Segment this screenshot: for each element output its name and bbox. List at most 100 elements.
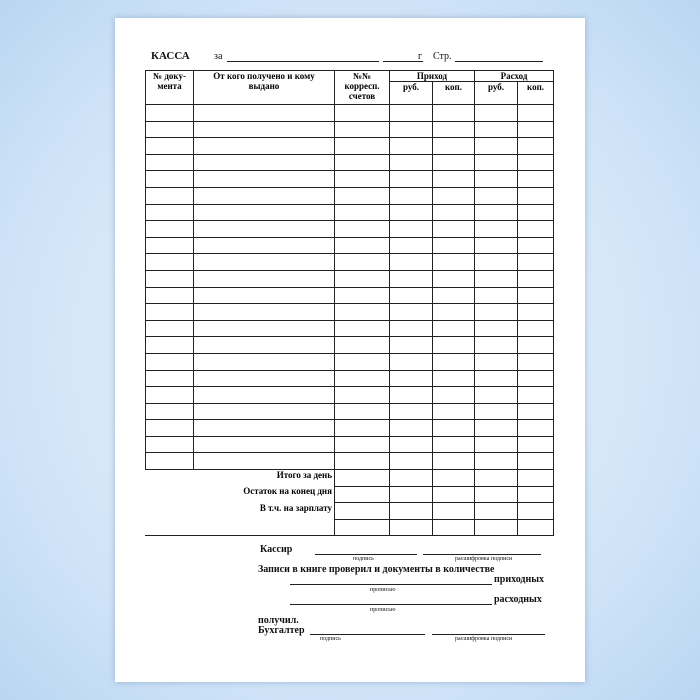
table-cell[interactable]	[516, 352, 555, 371]
footer-cell[interactable]	[334, 485, 390, 504]
table-cell[interactable]	[334, 303, 390, 321]
table-cell[interactable]	[334, 220, 390, 238]
footer-cell[interactable]	[516, 485, 555, 504]
table-cell[interactable]	[145, 186, 194, 205]
accountant-decoding-field[interactable]	[432, 634, 545, 635]
table-cell[interactable]	[193, 186, 335, 205]
table-cell[interactable]	[516, 220, 555, 238]
table-cell[interactable]	[432, 104, 475, 122]
table-cell[interactable]	[145, 352, 194, 371]
table-cell[interactable]	[432, 319, 475, 338]
table-cell[interactable]	[432, 386, 475, 404]
table-cell[interactable]	[334, 170, 390, 188]
table-cell[interactable]	[474, 369, 518, 388]
table-cell[interactable]	[516, 104, 555, 122]
table-cell[interactable]	[389, 120, 433, 139]
table-cell[interactable]	[432, 419, 475, 437]
table-cell[interactable]	[516, 170, 555, 188]
table-cell[interactable]	[193, 104, 335, 122]
table-cell[interactable]	[389, 186, 433, 205]
table-cell[interactable]	[334, 336, 390, 354]
table-cell[interactable]	[389, 386, 433, 404]
table-cell[interactable]	[334, 419, 390, 437]
table-cell[interactable]	[516, 336, 555, 354]
table-cell[interactable]	[516, 419, 555, 437]
table-cell[interactable]	[145, 402, 194, 421]
table-cell[interactable]	[389, 253, 433, 271]
table-cell[interactable]	[474, 336, 518, 354]
table-cell[interactable]	[193, 336, 335, 354]
table-cell[interactable]	[145, 319, 194, 338]
table-cell[interactable]	[432, 137, 475, 155]
table-cell[interactable]	[145, 120, 194, 139]
footer-cell[interactable]	[474, 469, 518, 487]
table-cell[interactable]	[432, 186, 475, 205]
table-cell[interactable]	[334, 352, 390, 371]
table-cell[interactable]	[432, 220, 475, 238]
table-cell[interactable]	[193, 153, 335, 172]
table-cell[interactable]	[145, 369, 194, 388]
table-cell[interactable]	[193, 452, 335, 471]
table-cell[interactable]	[145, 203, 194, 222]
table-cell[interactable]	[389, 303, 433, 321]
table-cell[interactable]	[334, 203, 390, 222]
footer-cell[interactable]	[389, 485, 433, 504]
table-cell[interactable]	[389, 319, 433, 338]
table-cell[interactable]	[389, 236, 433, 255]
table-cell[interactable]	[432, 452, 475, 471]
footer-cell[interactable]	[474, 518, 518, 537]
table-cell[interactable]	[432, 153, 475, 172]
table-cell[interactable]	[193, 319, 335, 338]
table-cell[interactable]	[193, 369, 335, 388]
table-cell[interactable]	[516, 203, 555, 222]
table-cell[interactable]	[432, 303, 475, 321]
table-cell[interactable]	[474, 435, 518, 454]
table-cell[interactable]	[389, 336, 433, 354]
table-cell[interactable]	[193, 286, 335, 305]
table-cell[interactable]	[474, 203, 518, 222]
table-cell[interactable]	[145, 236, 194, 255]
table-cell[interactable]	[432, 236, 475, 255]
table-cell[interactable]	[474, 153, 518, 172]
table-cell[interactable]	[193, 402, 335, 421]
footer-cell[interactable]	[334, 518, 390, 537]
table-cell[interactable]	[193, 386, 335, 404]
table-cell[interactable]	[474, 386, 518, 404]
table-cell[interactable]	[334, 402, 390, 421]
table-cell[interactable]	[389, 286, 433, 305]
table-cell[interactable]	[193, 435, 335, 454]
table-cell[interactable]	[334, 452, 390, 471]
table-cell[interactable]	[474, 220, 518, 238]
table-cell[interactable]	[389, 170, 433, 188]
table-cell[interactable]	[334, 120, 390, 139]
footer-cell[interactable]	[389, 518, 433, 537]
table-cell[interactable]	[516, 236, 555, 255]
table-cell[interactable]	[334, 369, 390, 388]
footer-cell[interactable]	[432, 502, 475, 520]
table-cell[interactable]	[516, 286, 555, 305]
table-cell[interactable]	[334, 286, 390, 305]
table-cell[interactable]	[474, 286, 518, 305]
table-cell[interactable]	[474, 120, 518, 139]
table-cell[interactable]	[334, 269, 390, 288]
table-cell[interactable]	[432, 170, 475, 188]
table-cell[interactable]	[432, 120, 475, 139]
table-cell[interactable]	[193, 303, 335, 321]
table-cell[interactable]	[432, 402, 475, 421]
table-cell[interactable]	[389, 220, 433, 238]
table-cell[interactable]	[145, 104, 194, 122]
table-cell[interactable]	[432, 269, 475, 288]
table-cell[interactable]	[193, 419, 335, 437]
table-cell[interactable]	[516, 386, 555, 404]
table-cell[interactable]	[145, 336, 194, 354]
table-cell[interactable]	[474, 352, 518, 371]
table-cell[interactable]	[145, 419, 194, 437]
year-field[interactable]	[383, 61, 423, 62]
footer-cell[interactable]	[474, 485, 518, 504]
table-cell[interactable]	[389, 452, 433, 471]
table-cell[interactable]	[389, 369, 433, 388]
table-cell[interactable]	[474, 319, 518, 338]
table-cell[interactable]	[193, 120, 335, 139]
table-cell[interactable]	[432, 435, 475, 454]
table-cell[interactable]	[389, 402, 433, 421]
